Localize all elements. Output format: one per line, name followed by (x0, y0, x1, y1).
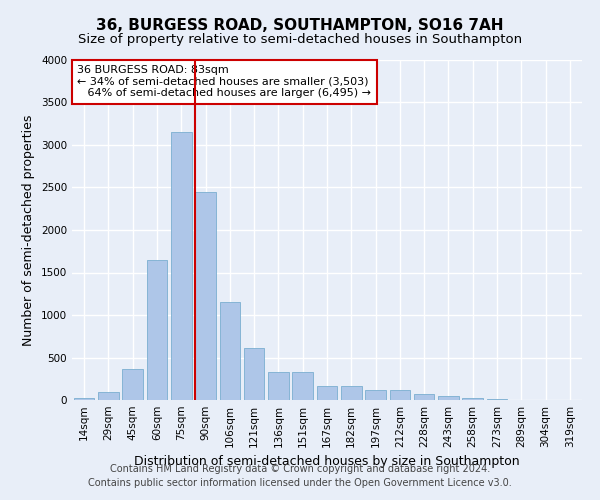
Bar (292, 372, 313, 400)
Y-axis label: Number of semi-detached properties: Number of semi-detached properties (22, 114, 35, 346)
Bar (122, 370, 143, 400)
Bar (146, 260, 167, 400)
Text: 36 BURGESS ROAD: 83sqm
← 34% of semi-detached houses are smaller (3,503)
   64% : 36 BURGESS ROAD: 83sqm ← 34% of semi-det… (77, 65, 371, 98)
Bar (317, 386, 337, 400)
Bar (414, 394, 434, 400)
Bar (98, 392, 119, 400)
Text: 36, BURGESS ROAD, SOUTHAMPTON, SO16 7AH: 36, BURGESS ROAD, SOUTHAMPTON, SO16 7AH (96, 18, 504, 32)
Bar (341, 386, 362, 400)
Bar (195, 192, 216, 400)
Bar (220, 302, 240, 400)
Bar (389, 390, 410, 400)
Bar (171, 132, 191, 400)
Bar (365, 390, 386, 400)
Bar (463, 398, 483, 400)
Bar (244, 348, 265, 400)
Bar (438, 396, 459, 400)
Text: Size of property relative to semi-detached houses in Southampton: Size of property relative to semi-detach… (78, 32, 522, 46)
Bar (487, 399, 508, 400)
Text: Contains HM Land Registry data © Crown copyright and database right 2024.
Contai: Contains HM Land Registry data © Crown c… (88, 464, 512, 487)
Bar (74, 398, 94, 400)
Bar (268, 372, 289, 400)
X-axis label: Distribution of semi-detached houses by size in Southampton: Distribution of semi-detached houses by … (134, 456, 520, 468)
